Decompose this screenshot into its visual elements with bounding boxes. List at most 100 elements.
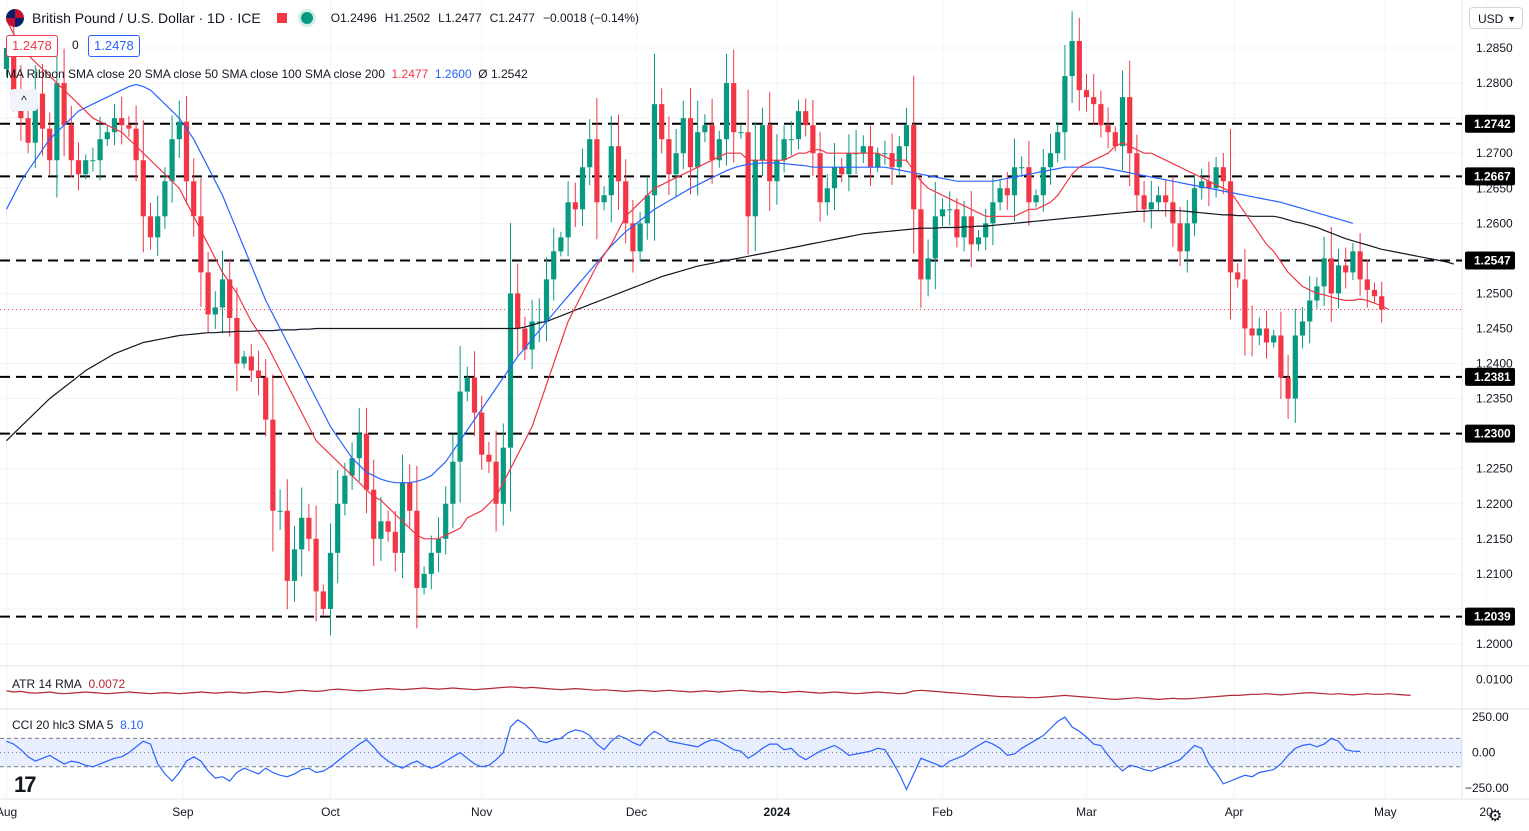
- cci-tick-label: 0.00: [1472, 746, 1496, 760]
- candle-body: [594, 139, 600, 203]
- candle-body: [731, 83, 737, 133]
- level-price-label: 1.2742: [1474, 117, 1511, 131]
- candle-body: [90, 160, 96, 162]
- candle-body: [702, 125, 708, 133]
- level-price-label-bg: [1465, 114, 1515, 133]
- tradingview-logo-icon[interactable]: 17: [14, 772, 37, 797]
- candle-body: [61, 83, 67, 126]
- candle-body: [270, 419, 276, 511]
- candle-body: [867, 146, 874, 168]
- ma-ribbon-legend[interactable]: MA Ribbon SMA close 20 SMA close 50 SMA …: [6, 67, 528, 81]
- y-tick-label: 1.2000: [1476, 637, 1513, 651]
- candle-body: [1170, 202, 1176, 224]
- candle-body: [529, 321, 535, 350]
- candle-body: [1379, 296, 1385, 310]
- candle-body: [687, 118, 694, 168]
- candle-body: [155, 216, 161, 238]
- candle-body: [565, 202, 571, 238]
- candle-body: [1033, 195, 1039, 203]
- candle-body: [1105, 125, 1111, 133]
- ohlc-high: H1.2502: [384, 11, 431, 25]
- candle-body: [839, 167, 845, 175]
- candle-body: [803, 111, 809, 126]
- sma200-line: [6, 210, 1454, 442]
- sma50-value: 1.2600: [434, 67, 472, 81]
- candle-body: [939, 209, 946, 217]
- cci-legend[interactable]: CCI 20 hlc3 SMA 5 8.10: [12, 718, 143, 732]
- candle-body: [1249, 328, 1255, 336]
- candle-body: [975, 237, 982, 245]
- candle-body: [169, 139, 175, 182]
- x-tick-label: Oct: [321, 805, 340, 819]
- candle-body: [119, 118, 125, 126]
- candle-body: [507, 293, 514, 448]
- sell-price-button[interactable]: 1.2478: [6, 35, 58, 57]
- candle-body: [1155, 195, 1162, 203]
- candle-body: [1350, 251, 1356, 273]
- candle-body: [932, 216, 938, 259]
- candle-body: [479, 412, 485, 455]
- candle-body: [1112, 132, 1118, 147]
- candle-body: [522, 328, 528, 350]
- gbp-usd-flag-icon: [6, 9, 24, 27]
- collapse-legend-button[interactable]: ^: [10, 89, 38, 111]
- candle-body: [327, 552, 334, 609]
- sma20-value: 1.2477: [391, 67, 429, 81]
- candle-body: [1278, 335, 1284, 378]
- x-tick-label: Feb: [932, 805, 953, 819]
- candle-body: [587, 139, 593, 168]
- candle-body: [335, 503, 341, 553]
- candle-body: [630, 223, 636, 252]
- atr-legend[interactable]: ATR 14 RMA 0.0072: [12, 677, 125, 691]
- candle-body: [680, 118, 686, 154]
- candle-body: [1242, 279, 1248, 329]
- cci-band-fill: [0, 738, 1462, 767]
- y-tick-label: 1.2350: [1476, 392, 1513, 406]
- cci-tick-label: −250.00: [1465, 781, 1509, 795]
- level-price-label: 1.2667: [1474, 169, 1511, 183]
- candle-body: [1321, 258, 1327, 287]
- currency-button[interactable]: ▼ USD: [1469, 7, 1523, 29]
- buy-price-button[interactable]: 1.2478: [88, 35, 140, 57]
- candle-body: [666, 139, 672, 175]
- candles: [3, 11, 1385, 636]
- candle-body: [133, 128, 139, 161]
- ohlc-low: L1.2477: [438, 11, 482, 25]
- candle-body: [752, 160, 758, 217]
- sma200-value: Ø 1.2542: [478, 67, 528, 81]
- x-tick-label: Dec: [626, 805, 647, 819]
- candle-body: [378, 521, 384, 539]
- level-price-label-bg: [1465, 607, 1515, 626]
- market-status-icon: [276, 13, 287, 23]
- gear-icon[interactable]: ⚙: [1488, 808, 1503, 825]
- y-tick-label: 1.2200: [1476, 497, 1513, 511]
- candle-body: [925, 258, 931, 280]
- candle-body: [3, 48, 10, 70]
- y-tick-label: 1.2600: [1476, 216, 1513, 230]
- candle-body: [104, 132, 110, 140]
- ma-ribbon-label: MA Ribbon SMA close 20 SMA close 50 SMA …: [6, 67, 385, 81]
- candle-body: [651, 104, 658, 196]
- x-tick-label: May: [1374, 805, 1397, 819]
- candle-body: [723, 83, 730, 140]
- candle-body: [399, 482, 406, 553]
- candle-body: [162, 181, 168, 217]
- ohlc-change: −0.0018 (−0.14%): [542, 11, 640, 25]
- level-price-label-bg: [1465, 424, 1515, 443]
- candle-body: [774, 160, 780, 182]
- candle-body: [558, 237, 564, 252]
- candle-body: [810, 125, 816, 154]
- atr-value: 0.0072: [88, 677, 126, 691]
- symbol-title[interactable]: British Pound / U.S. Dollar · 1D · ICE: [32, 10, 261, 26]
- candle-body: [241, 356, 247, 364]
- chevron-up-icon: ^: [21, 93, 27, 107]
- candle-body: [1098, 104, 1104, 126]
- candle-body: [1285, 377, 1291, 399]
- atr-line: [6, 686, 1411, 701]
- candle-body: [198, 216, 204, 273]
- candle-body: [414, 510, 420, 588]
- y-tick-label: 1.2100: [1476, 567, 1513, 581]
- candle-body: [1148, 202, 1154, 210]
- y-tick-label: 1.2850: [1476, 41, 1513, 55]
